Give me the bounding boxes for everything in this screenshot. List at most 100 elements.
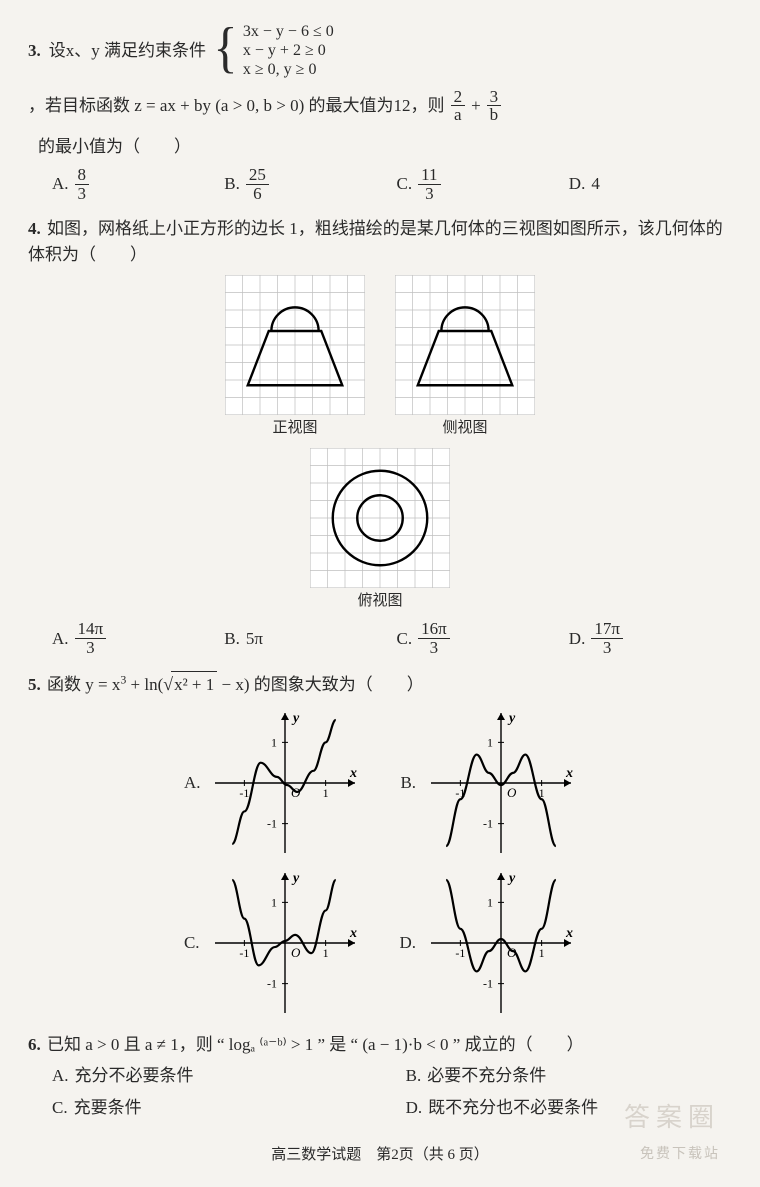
svg-text:1: 1	[487, 895, 493, 909]
svg-text:-1: -1	[240, 786, 250, 800]
question-3: 3. 设x、y 满足约束条件 { 3x − y − 6 ≤ 0 x − y + …	[28, 20, 732, 202]
svg-text:1: 1	[322, 946, 328, 960]
svg-text:x: x	[565, 766, 573, 781]
q3-lead: 设x、y 满足约束条件	[49, 38, 206, 64]
q3-opt-D-label: D.	[569, 171, 586, 197]
q5-stem: 5. 函数 y = x3 + ln(√x² + 1 − x) 的图象大致为（ ）	[28, 671, 732, 698]
q3-frac1-num: 2	[451, 88, 466, 107]
svg-text:y: y	[507, 871, 516, 886]
q5-text-c: − x) 的图象大致为（ ）	[217, 675, 424, 694]
q6-number: 6.	[28, 1035, 41, 1054]
side-view-svg	[395, 275, 535, 415]
q3-constraint-2: x − y + 2 ≥ 0	[243, 41, 334, 60]
q3-constraints: 3x − y − 6 ≤ 0 x − y + 2 ≥ 0 x ≥ 0, y ≥ …	[239, 20, 338, 82]
svg-text:1: 1	[539, 946, 545, 960]
q3-frac2: 3 b	[487, 88, 502, 125]
q4-opt-A[interactable]: A. 14π3	[52, 620, 215, 657]
q5-opt-C[interactable]: C. -11-11Oyx	[184, 868, 360, 1018]
watermark: 答案圈	[624, 1098, 720, 1137]
q4-top-caption: 俯视图	[310, 590, 450, 613]
svg-text:y: y	[507, 711, 516, 726]
brace-left-icon: {	[213, 20, 237, 82]
svg-text:1: 1	[271, 895, 277, 909]
q3-options: A. 83 B. 256 C. 113 D. 4	[52, 166, 732, 203]
svg-text:-1: -1	[267, 817, 277, 831]
question-5: 5. 函数 y = x3 + ln(√x² + 1 − x) 的图象大致为（ ）…	[28, 671, 732, 1018]
q5-graphs-row1: A. -11-11Oyx B. -11-11Oyx	[28, 708, 732, 858]
q5-opt-A[interactable]: A. -11-11Oyx	[184, 708, 361, 858]
q4-front-view: 正视图	[225, 275, 365, 440]
svg-text:1: 1	[271, 735, 277, 749]
q3-opt-A-frac: 83	[75, 166, 90, 203]
q3-mid: ，若目标函数 z = ax + by (a > 0, b > 0) 的最大值为1…	[28, 93, 445, 119]
q3-opt-A-label: A.	[52, 171, 69, 197]
q5-text-a: 函数 y = x	[47, 675, 120, 694]
page-footer: 高三数学试题 第2页（共 6 页）	[28, 1144, 732, 1167]
front-view-svg	[225, 275, 365, 415]
q3-opt-A[interactable]: A. 83	[52, 166, 215, 203]
q3-opt-D[interactable]: D. 4	[569, 166, 732, 203]
q4-stem: 4. 如图，网格纸上小正方形的边长 1，粗线描绘的是某几何体的三视图如图所示，该…	[28, 216, 732, 267]
svg-text:-1: -1	[483, 817, 493, 831]
svg-text:x: x	[565, 926, 573, 941]
q6-text: 已知 a > 0 且 a ≠ 1，则 “ logₐ ⁽ᵃ⁻ᵇ⁾ > 1 ” 是 …	[47, 1035, 584, 1054]
svg-text:y: y	[291, 871, 300, 886]
graph-D-svg: -11-11Oyx	[426, 868, 576, 1018]
q4-opt-D[interactable]: D. 17π3	[569, 620, 732, 657]
q3-opt-B-frac: 256	[246, 166, 269, 203]
q3-constraint-1: 3x − y − 6 ≤ 0	[243, 22, 334, 41]
svg-text:-1: -1	[483, 977, 493, 991]
q4-number: 4.	[28, 219, 41, 238]
svg-text:O: O	[291, 945, 301, 960]
svg-text:y: y	[291, 711, 300, 726]
q3-frac2-num: 3	[487, 88, 502, 107]
svg-text:x: x	[349, 766, 357, 781]
q4-opt-D-label: D.	[569, 626, 586, 652]
q4-views-row1: 正视图 侧视图	[28, 275, 732, 440]
q4-text: 如图，网格纸上小正方形的边长 1，粗线描绘的是某几何体的三视图如图所示，该几何体…	[28, 219, 723, 264]
q5-opt-B-label: B.	[400, 770, 416, 796]
q4-front-caption: 正视图	[225, 417, 365, 440]
q4-options: A. 14π3 B. 5π C. 16π3 D. 17π3	[52, 620, 732, 657]
graph-A-svg: -11-11Oyx	[210, 708, 360, 858]
q6-opt-B[interactable]: B.必要不充分条件	[406, 1063, 732, 1089]
q4-side-caption: 侧视图	[395, 417, 535, 440]
graph-B-svg: -11-11Oyx	[426, 708, 576, 858]
svg-text:-1: -1	[239, 946, 249, 960]
q3-opt-B-label: B.	[224, 171, 240, 197]
q3-stem: 3. 设x、y 满足约束条件 { 3x − y − 6 ≤ 0 x − y + …	[28, 20, 732, 124]
q6-opt-A[interactable]: A.充分不必要条件	[52, 1063, 378, 1089]
q3-opt-B[interactable]: B. 256	[224, 166, 387, 203]
q3-opt-C[interactable]: C. 113	[397, 166, 560, 203]
q5-opt-C-label: C.	[184, 930, 200, 956]
q4-opt-B-label: B.	[224, 626, 240, 652]
svg-text:1: 1	[323, 786, 329, 800]
q5-number: 5.	[28, 675, 41, 694]
q5-opt-D-label: D.	[400, 930, 417, 956]
q6-opt-C[interactable]: C.充要条件	[52, 1095, 378, 1121]
q4-top-view: 俯视图	[310, 448, 450, 613]
q4-opt-C[interactable]: C. 16π3	[397, 620, 560, 657]
top-view-svg	[310, 448, 450, 588]
q5-opt-A-label: A.	[184, 770, 201, 796]
q5-opt-D[interactable]: D. -11-11Oyx	[400, 868, 577, 1018]
q4-views-row2: 俯视图	[28, 448, 732, 613]
q3-plus: +	[471, 93, 481, 119]
svg-text:O: O	[507, 785, 517, 800]
q4-opt-B[interactable]: B. 5π	[224, 620, 387, 657]
q5-sqrt-inner: x² + 1	[171, 671, 217, 698]
q4-opt-B-val: 5π	[246, 626, 263, 652]
q3-constraint-3: x ≥ 0, y ≥ 0	[243, 60, 334, 79]
svg-text:1: 1	[487, 735, 493, 749]
svg-text:x: x	[349, 926, 357, 941]
q5-text-b: + ln(	[126, 675, 163, 694]
q5-opt-B[interactable]: B. -11-11Oyx	[400, 708, 576, 858]
graph-C-svg: -11-11Oyx	[210, 868, 360, 1018]
q3-frac1: 2 a	[451, 88, 466, 125]
q3-opt-D-val: 4	[591, 171, 600, 197]
q4-opt-C-label: C.	[397, 626, 413, 652]
q3-line2: 的最小值为（ ）	[38, 134, 732, 160]
q3-frac1-den: a	[451, 106, 466, 124]
q4-opt-A-label: A.	[52, 626, 69, 652]
q5-graphs-row2: C. -11-11Oyx D. -11-11Oyx	[28, 868, 732, 1018]
